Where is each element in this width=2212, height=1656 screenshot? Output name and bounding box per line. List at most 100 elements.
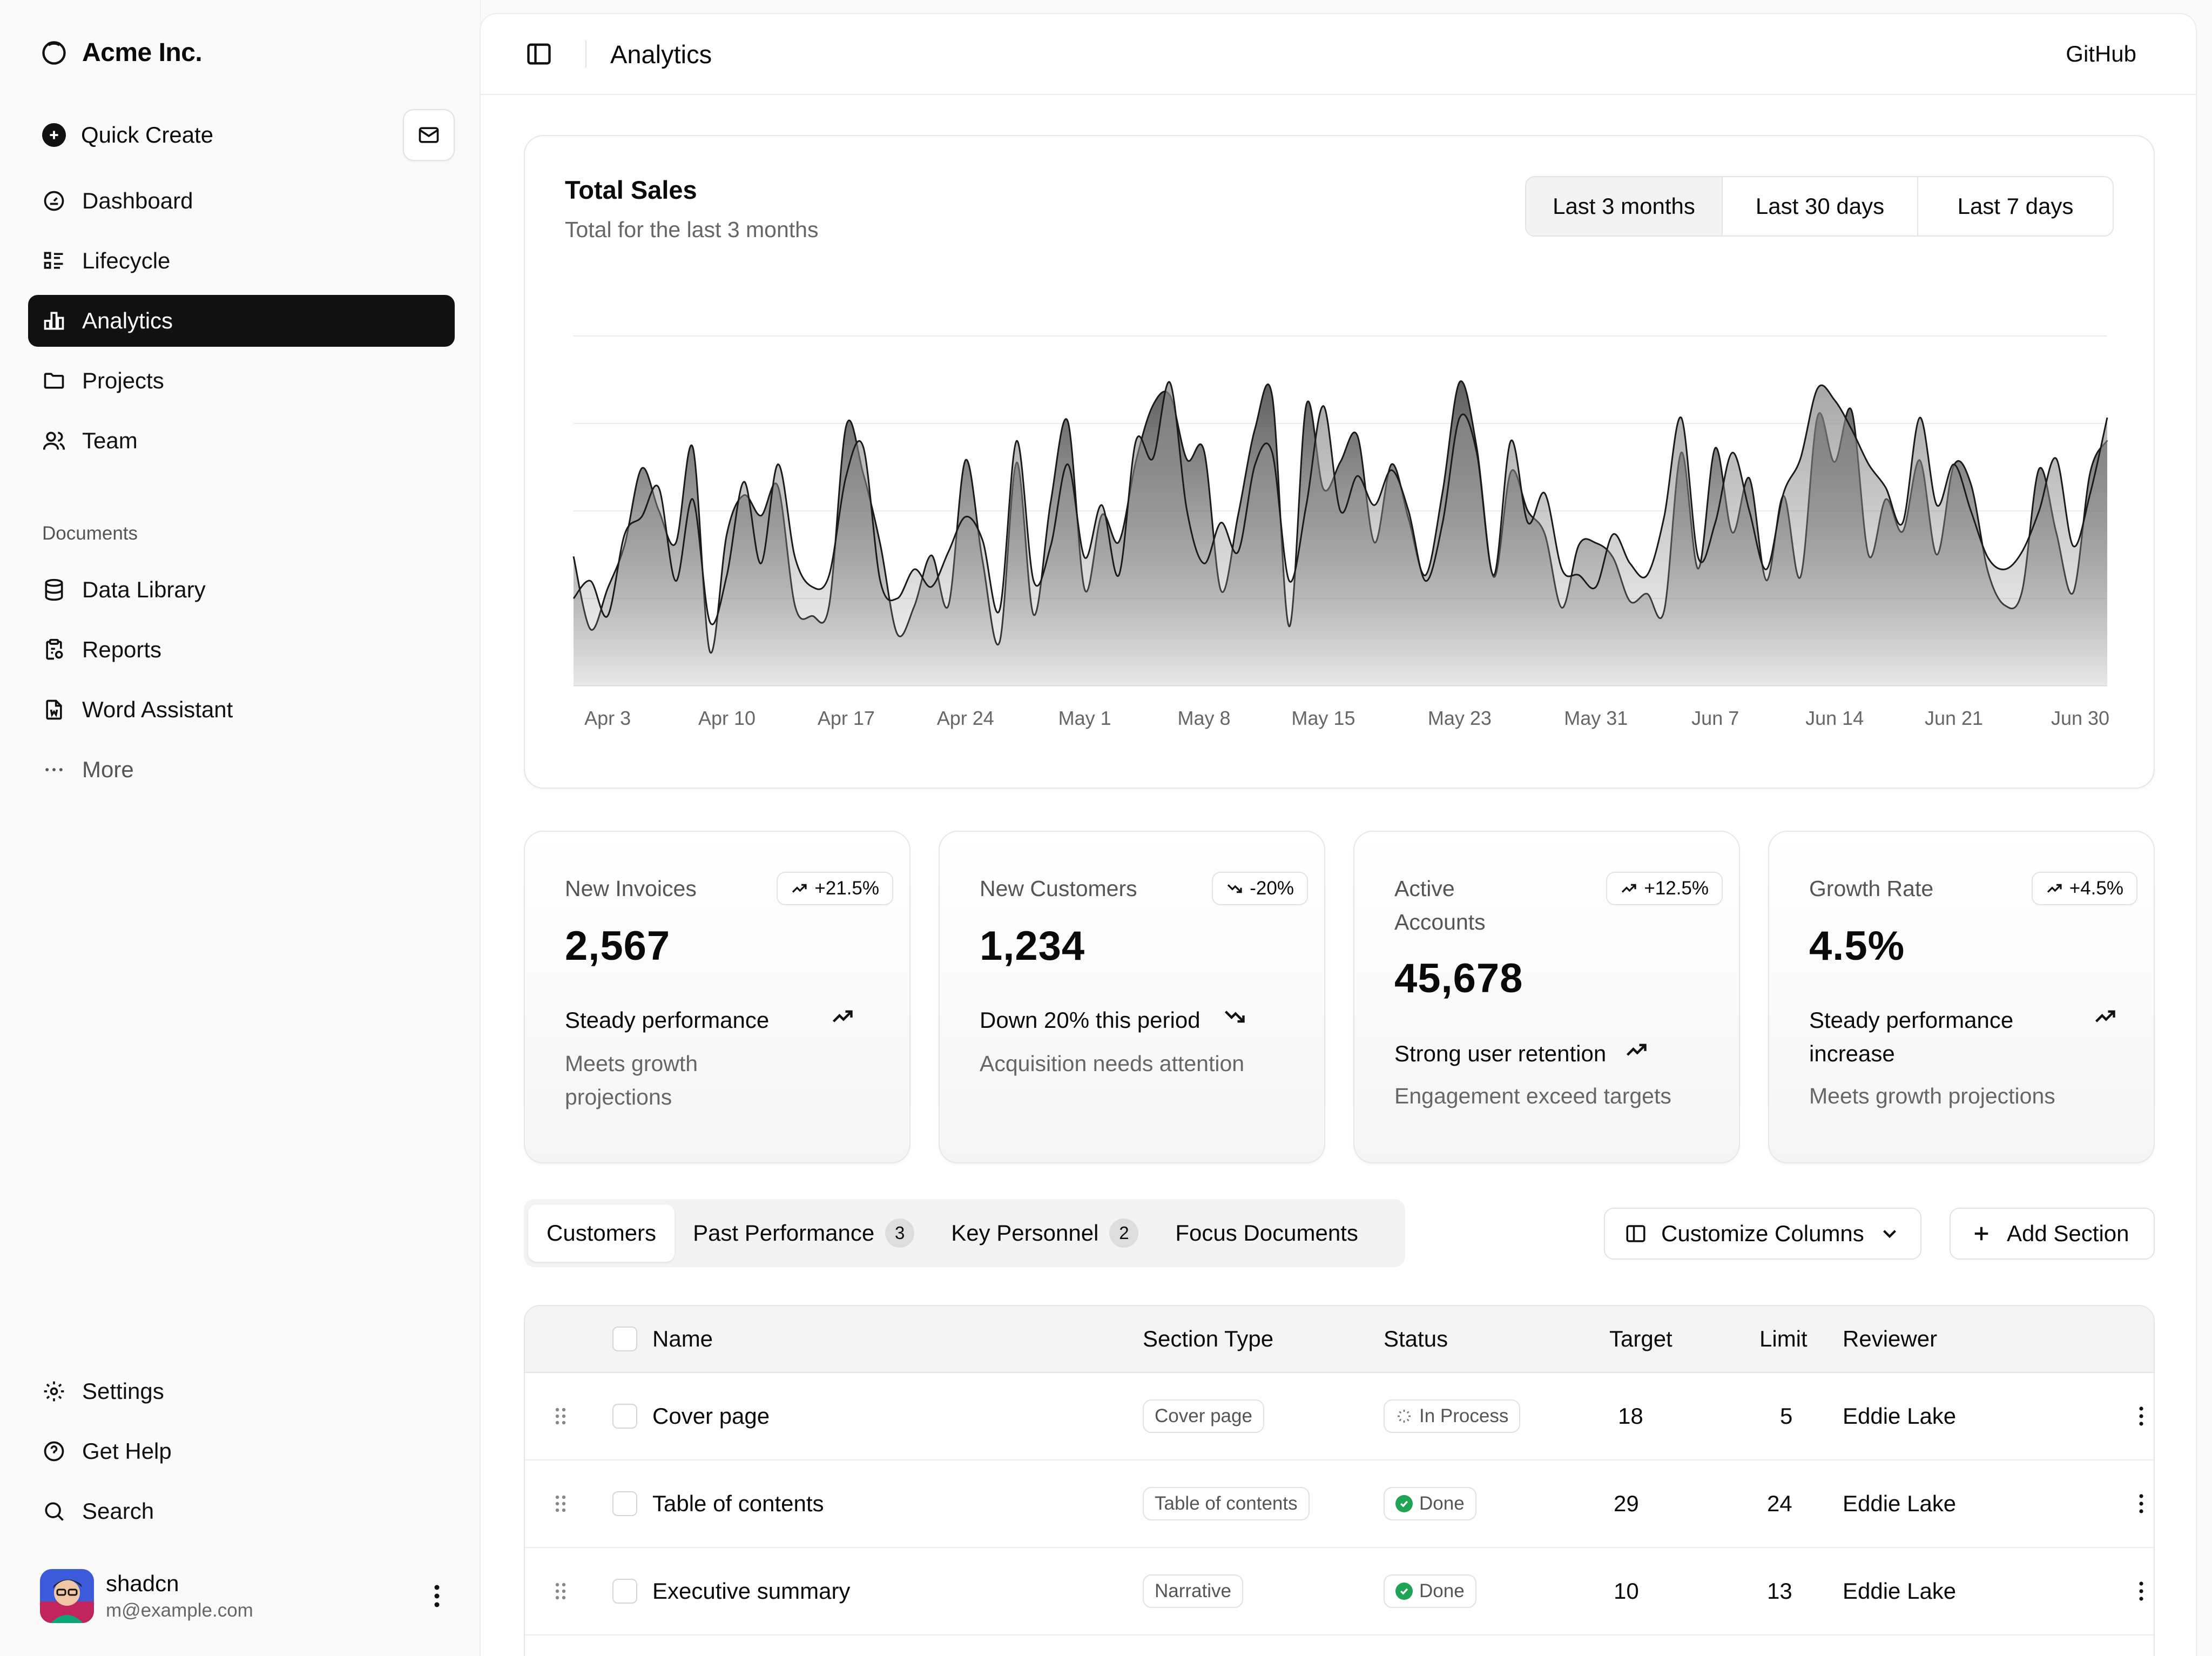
tab-focus-documents[interactable]: Focus Documents	[1157, 1204, 1376, 1262]
sales-area-chart: Apr 3 Apr 10 Apr 17 Apr 24 May 1 May 8 May 15 M…	[572, 335, 2109, 729]
tab-label: Past Performance	[693, 1220, 875, 1246]
database-icon	[45, 578, 63, 601]
documents-nav: Data Library Reports Word Assistant More	[28, 564, 455, 804]
row-limit[interactable]: 13	[1767, 1578, 1792, 1604]
sidebar-item-reports[interactable]: Reports	[28, 624, 455, 676]
table-row: Executive summary Narrative Done 10 13 E…	[525, 1548, 2154, 1635]
column-header-section-type[interactable]: Section Type	[1143, 1326, 1274, 1351]
status-label: Done	[1419, 1580, 1465, 1601]
inbox-button[interactable]	[403, 109, 455, 161]
row-name[interactable]: Table of contents	[652, 1491, 824, 1516]
plus-circle-icon	[42, 123, 66, 147]
list-details-icon	[44, 252, 63, 269]
sidebar-item-label: Get Help	[82, 1438, 172, 1464]
github-link[interactable]: GitHub	[2066, 41, 2136, 66]
sidebar-item-more[interactable]: More	[28, 744, 455, 796]
topbar: Analytics GitHub	[481, 14, 2196, 95]
sidebar-toggle-icon[interactable]	[525, 40, 553, 68]
sidebar-item-label: More	[82, 757, 134, 782]
column-header-limit[interactable]: Limit	[1759, 1326, 1808, 1351]
row-target[interactable]: 10	[1614, 1578, 1639, 1604]
drag-handle-icon[interactable]	[553, 1406, 568, 1426]
row-checkbox[interactable]	[612, 1491, 637, 1516]
row-limit[interactable]: 5	[1780, 1403, 1793, 1429]
row-actions-icon[interactable]	[2139, 1493, 2144, 1514]
trending-down-icon	[1224, 1011, 1245, 1023]
sidebar-item-analytics[interactable]: Analytics	[28, 295, 455, 347]
trending-up-icon	[1622, 884, 1636, 893]
add-section-label: Add Section	[2007, 1221, 2129, 1246]
stat-value: 2,567	[565, 923, 671, 969]
circle-dashed-icon	[42, 41, 66, 65]
tab-past-performance[interactable]: Past Performance 3	[675, 1204, 933, 1262]
sidebar-item-projects[interactable]: Projects	[28, 355, 455, 407]
row-target[interactable]: 18	[1618, 1403, 1643, 1429]
customize-columns-button[interactable]: Customize Columns	[1604, 1208, 1921, 1260]
stat-footer: Strong user retention	[1394, 1041, 1607, 1066]
sidebar-item-team[interactable]: Team	[28, 415, 455, 467]
status-label: Done	[1419, 1493, 1465, 1514]
range-last-7-days[interactable]: Last 7 days	[1917, 177, 2113, 235]
avatar	[40, 1569, 94, 1623]
file-word-icon	[46, 699, 62, 720]
trending-up-icon	[1626, 1044, 1647, 1056]
row-checkbox[interactable]	[612, 1404, 637, 1429]
stat-title: Active Accounts	[1394, 876, 1486, 934]
add-section-button[interactable]: Add Section	[1950, 1208, 2155, 1260]
main-nav: Dashboard Lifecycle Analytics Projects T…	[28, 175, 455, 475]
tab-count-badge: 2	[1109, 1219, 1139, 1248]
check-circle-icon	[1395, 1583, 1413, 1600]
brand[interactable]: Acme Inc.	[40, 38, 203, 68]
range-toggle: Last 3 months Last 30 days Last 7 days	[1525, 176, 2114, 237]
stat-footer: Steady performance	[565, 1007, 770, 1033]
drag-handle-icon[interactable]	[553, 1494, 568, 1513]
user-menu-button[interactable]	[423, 1574, 450, 1618]
sidebar-item-data-library[interactable]: Data Library	[28, 564, 455, 616]
row-name[interactable]: Cover page	[652, 1403, 770, 1429]
sidebar-item-label: Search	[82, 1498, 154, 1524]
sidebar-item-label: Dashboard	[82, 188, 193, 213]
range-last-30-days[interactable]: Last 30 days	[1722, 177, 1917, 235]
user-menu[interactable]: shadcn m@example.com	[40, 1566, 450, 1626]
documents-group-title: Documents	[42, 523, 138, 544]
quick-create-button[interactable]: Quick Create	[28, 108, 403, 162]
tab-customers[interactable]: Customers	[528, 1204, 675, 1262]
range-last-3-months[interactable]: Last 3 months	[1526, 177, 1722, 235]
sidebar-item-word-assistant[interactable]: Word Assistant	[28, 684, 455, 736]
sidebar-item-settings[interactable]: Settings	[28, 1365, 455, 1417]
column-header-reviewer[interactable]: Reviewer	[1843, 1326, 1938, 1351]
sidebar-item-lifecycle[interactable]: Lifecycle	[28, 235, 455, 287]
tab-key-personnel[interactable]: Key Personnel 2	[933, 1204, 1157, 1262]
row-actions-icon[interactable]	[2139, 1405, 2144, 1427]
footer-nav: Settings Get Help Search	[28, 1365, 455, 1545]
column-header-target[interactable]: Target	[1609, 1326, 1673, 1351]
select-all-checkbox[interactable]	[612, 1327, 637, 1351]
chart-series-line-2	[572, 381, 2108, 625]
stat-card-new-customers: New Customers -20% 1,234 Down 20% this p…	[939, 831, 1325, 1163]
row-limit[interactable]: 24	[1767, 1491, 1792, 1516]
stat-description: Meets growth projections	[565, 1051, 698, 1109]
gauge-icon	[44, 191, 64, 211]
x-tick-label: Jun 21	[1925, 707, 1983, 729]
column-header-name[interactable]: Name	[652, 1326, 713, 1351]
sections-table: Name Section Type Status Target Limit Re…	[524, 1305, 2155, 1656]
column-header-status[interactable]: Status	[1384, 1326, 1448, 1351]
customize-columns-label: Customize Columns	[1661, 1221, 1864, 1246]
chart-subtitle: Total for the last 3 months	[565, 217, 819, 242]
row-reviewer: Eddie Lake	[1843, 1578, 1957, 1604]
check-circle-icon	[1395, 1495, 1413, 1512]
sidebar-item-dashboard[interactable]: Dashboard	[28, 175, 455, 227]
sidebar-item-label: Data Library	[82, 577, 206, 602]
dots-vertical-icon	[434, 1585, 440, 1607]
drag-handle-icon[interactable]	[553, 1581, 568, 1601]
quick-create-row: Quick Create	[28, 108, 455, 162]
dots-icon	[45, 768, 63, 771]
row-checkbox[interactable]	[612, 1579, 637, 1604]
sidebar-item-get-help[interactable]: Get Help	[28, 1425, 455, 1477]
trend-badge: +21.5%	[777, 872, 893, 905]
row-name[interactable]: Executive summary	[652, 1578, 851, 1604]
row-target[interactable]: 29	[1614, 1491, 1639, 1516]
sidebar-item-search[interactable]: Search	[28, 1485, 455, 1537]
trend-badge-value: +4.5%	[2069, 878, 2123, 899]
row-actions-icon[interactable]	[2139, 1580, 2144, 1602]
